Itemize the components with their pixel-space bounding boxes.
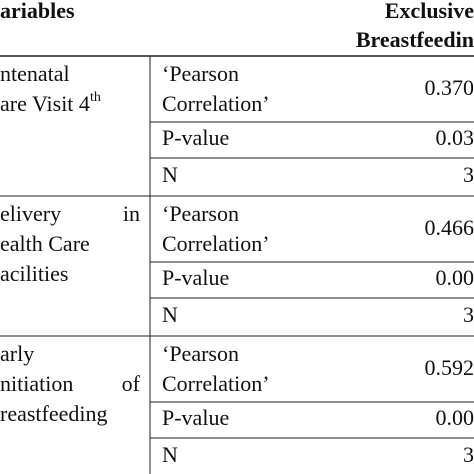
variable-label: acilities (0, 261, 68, 286)
variable-label: arly (0, 341, 34, 366)
header-outcome: Breastfeedin (356, 27, 474, 52)
variable-label: ealth Care (0, 231, 90, 256)
stat-value: 3 (463, 302, 474, 327)
stat-value: 3 (463, 442, 474, 467)
stat-name: P-value (162, 405, 229, 430)
stat-value: 0.592 (425, 355, 474, 380)
stat-value: 0.03 (436, 125, 474, 150)
superscript: th (90, 90, 101, 105)
stat-value: 0.00 (436, 405, 474, 430)
variable-label: nitiation (0, 371, 73, 396)
stat-value: 3 (463, 162, 474, 187)
stat-name: N (162, 302, 178, 327)
stat-name: ‘Pearson (162, 61, 239, 86)
stat-name: P-value (162, 125, 229, 150)
stat-name: N (162, 162, 178, 187)
stat-name: N (162, 442, 178, 467)
variable-label: are Visit 4th (0, 90, 101, 116)
stat-name: Correlation’ (162, 231, 270, 256)
variable-label: ntenatal (0, 61, 70, 86)
variable-label: reastfeeding (0, 401, 108, 426)
stat-name: ‘Pearson (162, 201, 239, 226)
stat-name: Correlation’ (162, 91, 270, 116)
header-outcome: Exclusive (385, 0, 474, 23)
stat-value: 0.370 (425, 75, 474, 100)
stat-name: P-value (162, 265, 229, 290)
stat-name: ‘Pearson (162, 341, 239, 366)
header-variables: ariables (0, 0, 75, 23)
variable-label: elivery (0, 201, 61, 226)
stat-name: Correlation’ (162, 371, 270, 396)
variable-label: of (122, 371, 141, 396)
stat-value: 0.466 (425, 215, 474, 240)
variable-label: in (123, 201, 140, 226)
stat-value: 0.00 (436, 265, 474, 290)
